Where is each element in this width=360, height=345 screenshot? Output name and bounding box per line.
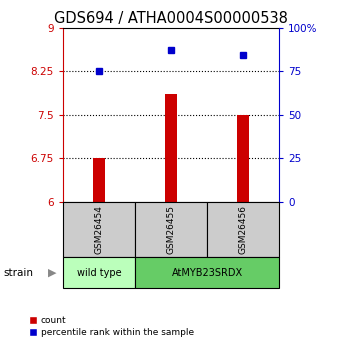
Bar [165, 95, 177, 202]
Text: strain: strain [4, 268, 33, 277]
Bar [63, 257, 135, 288]
Bar [63, 202, 135, 257]
Text: GSM26455: GSM26455 [166, 205, 175, 254]
Text: wild type: wild type [77, 268, 121, 277]
Bar [135, 257, 279, 288]
Bar [93, 158, 105, 202]
Bar [237, 115, 249, 202]
Title: GDS694 / ATHA0004S00000538: GDS694 / ATHA0004S00000538 [54, 11, 288, 27]
Bar [135, 202, 207, 257]
Text: GSM26454: GSM26454 [94, 205, 103, 254]
Text: ▶: ▶ [48, 268, 57, 277]
Text: AtMYB23SRDX: AtMYB23SRDX [171, 268, 243, 277]
Bar [207, 202, 279, 257]
Legend: count, percentile rank within the sample: count, percentile rank within the sample [26, 313, 197, 341]
Text: GSM26456: GSM26456 [238, 205, 247, 254]
